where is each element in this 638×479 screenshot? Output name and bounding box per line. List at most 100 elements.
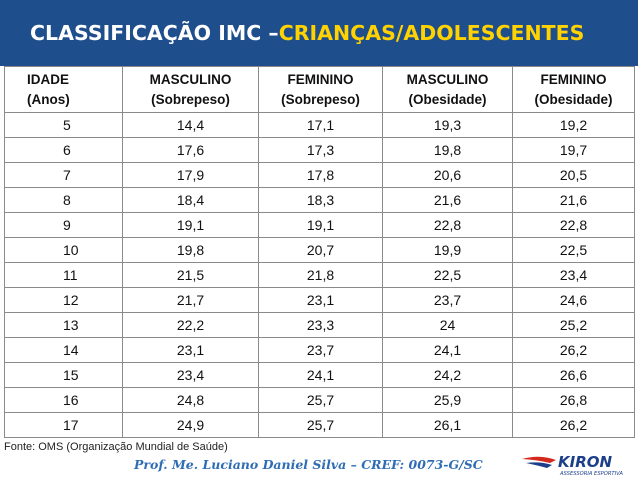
logo-swoosh-icon (522, 456, 556, 463)
bmi-value-cell: 25,9 (382, 387, 513, 413)
table-row: 12 21,7 23,1 23,7 24,6 (4, 287, 635, 313)
bmi-value-cell: 19,1 (258, 212, 383, 238)
bmi-value-cell: 14,4 (122, 112, 259, 138)
bmi-value-cell: 21,7 (122, 287, 259, 313)
bmi-value-cell: 22,5 (382, 262, 513, 288)
bmi-value-cell: 20,7 (258, 237, 383, 263)
column-header: MASCULINO (Obesidade) (382, 66, 513, 113)
age-cell: 6 (4, 137, 123, 163)
column-header-subtitle: (Sobrepeso) (281, 91, 360, 107)
column-header-subtitle: (Obesidade) (408, 91, 487, 107)
column-header: IDADE (Anos) (4, 66, 123, 113)
bmi-value-cell: 21,6 (512, 187, 635, 213)
table-row: 13 22,2 23,3 24 25,2 (4, 312, 635, 338)
bmi-value-cell: 22,2 (122, 312, 259, 338)
column-header-title: MASCULINO (406, 71, 489, 87)
bmi-value-cell: 23,3 (258, 312, 383, 338)
table-row: 9 19,1 19,1 22,8 22,8 (4, 212, 635, 238)
table-row: 6 17,6 17,3 19,8 19,7 (4, 137, 635, 163)
column-header-title: MASCULINO (149, 71, 232, 87)
bmi-value-cell: 24,1 (382, 337, 513, 363)
table-row: 17 24,9 25,7 26,1 26,2 (4, 412, 635, 438)
table-row: 8 18,4 18,3 21,6 21,6 (4, 187, 635, 213)
bmi-value-cell: 17,6 (122, 137, 259, 163)
kiron-logo: KIRON ASSESSORIA ESPORTIVA (522, 453, 623, 477)
age-cell: 16 (4, 387, 123, 413)
bmi-value-cell: 24,8 (122, 387, 259, 413)
bmi-value-cell: 18,3 (258, 187, 383, 213)
bmi-value-cell: 22,8 (382, 212, 513, 238)
bmi-value-cell: 25,7 (258, 387, 383, 413)
bmi-value-cell: 24,9 (122, 412, 259, 438)
bmi-value-cell: 19,7 (512, 137, 635, 163)
column-header-title: FEMININO (287, 71, 354, 87)
bmi-value-cell: 26,2 (512, 337, 635, 363)
bmi-value-cell: 23,7 (258, 337, 383, 363)
slide-title: CLASSIFICAÇÃO IMC – CRIANÇAS/ADOLESCENTE… (0, 0, 638, 66)
table-row: 14 23,1 23,7 24,1 26,2 (4, 337, 635, 363)
age-cell: 13 (4, 312, 123, 338)
column-header: FEMININO (Obesidade) (512, 66, 635, 113)
bmi-value-cell: 21,5 (122, 262, 259, 288)
age-cell: 9 (4, 212, 123, 238)
age-cell: 5 (4, 112, 123, 138)
bmi-value-cell: 19,1 (122, 212, 259, 238)
logo-brand: KIRON (558, 453, 613, 471)
column-header-subtitle: (Sobrepeso) (151, 91, 230, 107)
age-cell: 8 (4, 187, 123, 213)
logo-tagline: ASSESSORIA ESPORTIVA (559, 471, 623, 477)
column-header: FEMININO (Sobrepeso) (258, 66, 383, 113)
bmi-value-cell: 18,4 (122, 187, 259, 213)
age-cell: 10 (4, 237, 123, 263)
bmi-value-cell: 19,3 (382, 112, 513, 138)
bmi-value-cell: 23,1 (122, 337, 259, 363)
bmi-table-container: IDADE (Anos) MASCULINO (Sobrepeso) FEMININO (… (4, 66, 635, 438)
bmi-value-cell: 26,2 (512, 412, 635, 438)
table-header-row: IDADE (Anos) MASCULINO (Sobrepeso) FEMININO (… (4, 66, 635, 113)
bmi-value-cell: 26,8 (512, 387, 635, 413)
table-row: 11 21,5 21,8 22,5 23,4 (4, 262, 635, 288)
title-main: CLASSIFICAÇÃO IMC – (30, 21, 279, 45)
bmi-value-cell: 19,8 (382, 137, 513, 163)
source-note: Fonte: OMS (Organização Mundial de Saúde… (4, 441, 228, 453)
table-row: 10 19,8 20,7 19,9 22,5 (4, 237, 635, 263)
bmi-value-cell: 25,7 (258, 412, 383, 438)
bmi-value-cell: 20,6 (382, 162, 513, 188)
bmi-table: IDADE (Anos) MASCULINO (Sobrepeso) FEMININO (… (4, 66, 635, 438)
age-cell: 7 (4, 162, 123, 188)
bmi-value-cell: 23,4 (122, 362, 259, 388)
table-row: 7 17,9 17,8 20,6 20,5 (4, 162, 635, 188)
bmi-value-cell: 17,3 (258, 137, 383, 163)
bmi-value-cell: 26,1 (382, 412, 513, 438)
column-header: MASCULINO (Sobrepeso) (122, 66, 259, 113)
bmi-value-cell: 23,7 (382, 287, 513, 313)
table-row: 16 24,8 25,7 25,9 26,8 (4, 387, 635, 413)
bmi-value-cell: 17,8 (258, 162, 383, 188)
bmi-value-cell: 23,4 (512, 262, 635, 288)
bmi-value-cell: 24,2 (382, 362, 513, 388)
age-cell: 15 (4, 362, 123, 388)
table-row: 15 23,4 24,1 24,2 26,6 (4, 362, 635, 388)
column-header-title: FEMININO (540, 71, 607, 87)
bmi-value-cell: 24,6 (512, 287, 635, 313)
age-cell: 12 (4, 287, 123, 313)
bmi-value-cell: 24,1 (258, 362, 383, 388)
column-header-subtitle: (Anos) (27, 91, 70, 107)
bmi-value-cell: 21,8 (258, 262, 383, 288)
column-header-subtitle: (Obesidade) (534, 91, 613, 107)
age-cell: 14 (4, 337, 123, 363)
age-cell: 17 (4, 412, 123, 438)
bmi-value-cell: 19,9 (382, 237, 513, 263)
bmi-value-cell: 25,2 (512, 312, 635, 338)
bmi-value-cell: 24 (382, 312, 513, 338)
bmi-value-cell: 22,8 (512, 212, 635, 238)
bmi-value-cell: 22,5 (512, 237, 635, 263)
bmi-value-cell: 26,6 (512, 362, 635, 388)
bmi-value-cell: 19,2 (512, 112, 635, 138)
bmi-value-cell: 17,1 (258, 112, 383, 138)
table-body: 5 14,4 17,1 19,3 19,2 6 17,6 17,3 19,8 19,7 7 17,9 1… (4, 112, 635, 438)
title-accent: CRIANÇAS/ADOLESCENTES (278, 21, 585, 45)
column-header-title: IDADE (27, 71, 70, 87)
bmi-value-cell: 20,5 (512, 162, 635, 188)
table-row: 5 14,4 17,1 19,3 19,2 (4, 112, 635, 138)
